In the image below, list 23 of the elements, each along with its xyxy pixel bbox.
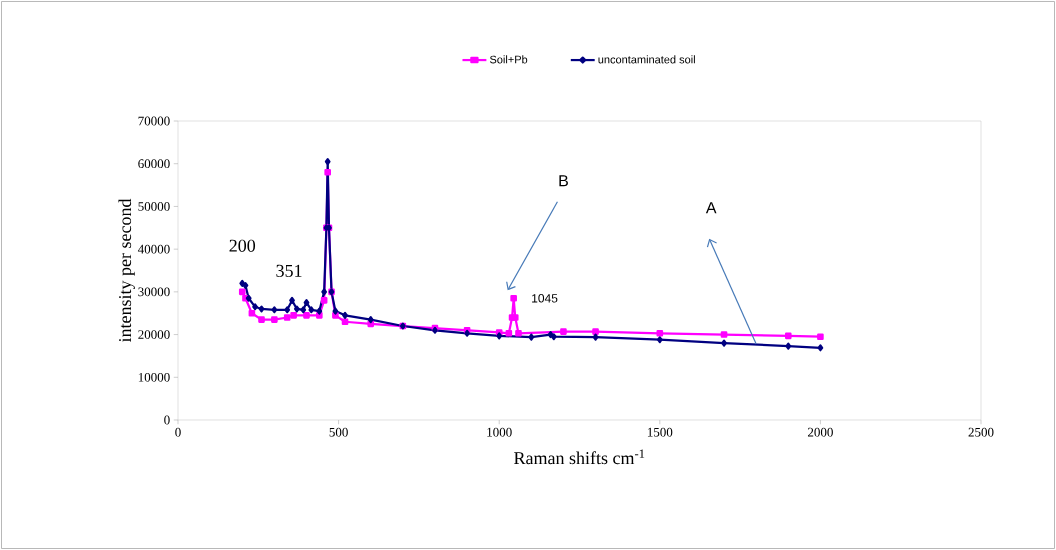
x-tick-label: 1000	[487, 427, 512, 437]
x-tick-label: 500	[329, 427, 348, 437]
legend-label: Soil+Pb	[489, 55, 528, 64]
y-tick-label: 10000	[138, 372, 170, 382]
y-tick-label: 0	[164, 415, 170, 425]
y-tick-label: 60000	[138, 159, 170, 169]
annotation: A	[705, 202, 717, 214]
x-axis-title: Raman shifts cm$^{-1}$	[514, 449, 645, 465]
y-tick-label: 50000	[138, 202, 170, 211]
y-tick-label: 70000	[138, 116, 170, 126]
annotation: 1045	[532, 294, 558, 303]
annotation: 351	[276, 264, 302, 277]
x-tick-label: 1500	[647, 427, 673, 437]
annotation: B	[559, 175, 568, 187]
x-tick-label: 2000	[807, 427, 833, 437]
y-axis-title: intensity per second	[118, 198, 135, 343]
y-tick-label: 40000	[137, 244, 170, 254]
x-tick-label: 2500	[968, 427, 994, 437]
annotation: 200	[229, 239, 256, 252]
x-tick-label: 0	[175, 427, 181, 437]
y-tick-label: 20000	[138, 330, 170, 339]
legend-label: uncontaminated soil	[598, 55, 695, 64]
y-tick-label: 30000	[138, 287, 170, 297]
